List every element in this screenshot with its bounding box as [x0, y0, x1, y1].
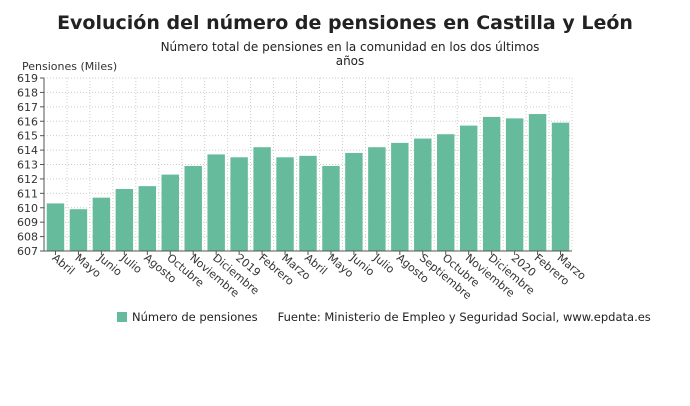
legend-label: Número de pensiones	[132, 310, 258, 324]
legend-swatch	[117, 312, 127, 322]
bar	[115, 189, 134, 251]
bar	[368, 147, 386, 251]
y-axis-label: Pensiones (Miles)	[22, 60, 118, 73]
bar	[299, 155, 317, 251]
bar	[505, 118, 524, 251]
y-tick-label: 613	[17, 159, 38, 172]
y-tick-label: 615	[17, 130, 38, 143]
chart-title: Evolución del número de pensiones en Cas…	[57, 12, 633, 34]
legend: Número de pensiones Fuente: Ministerio d…	[117, 310, 651, 324]
bar	[551, 122, 570, 251]
bar	[253, 147, 271, 251]
bar	[207, 154, 225, 251]
x-tick-label: Abril	[50, 251, 78, 277]
y-tick-label: 609	[17, 216, 38, 229]
bar	[161, 174, 179, 251]
x-tick-label: Julio	[370, 251, 397, 277]
chart-subtitle: Número total de pensiones en la comunida…	[160, 40, 540, 68]
bar	[414, 138, 432, 251]
bar	[482, 116, 501, 251]
bar	[138, 186, 157, 251]
bar	[322, 165, 340, 251]
y-tick-label: 618	[17, 86, 38, 99]
bar	[345, 152, 363, 251]
y-tick-label: 617	[17, 101, 38, 114]
y-tick-label: 619	[17, 72, 38, 85]
bar	[184, 165, 202, 251]
bar	[230, 157, 248, 251]
bar	[276, 157, 294, 251]
y-tick-label: 608	[17, 231, 38, 244]
y-tick-label: 611	[17, 187, 38, 200]
bar	[391, 142, 409, 251]
bar	[459, 125, 478, 251]
y-tick-label: 612	[17, 173, 38, 186]
y-tick-label: 614	[17, 144, 38, 157]
y-tick-label: 616	[17, 115, 38, 128]
bar	[437, 134, 455, 251]
bar	[92, 197, 111, 251]
bar	[69, 209, 88, 251]
y-tick-label: 607	[17, 245, 38, 258]
x-tick-label: Julio	[118, 251, 145, 277]
source-note: Fuente: Ministerio de Empleo y Seguridad…	[277, 310, 651, 324]
bar	[46, 203, 65, 251]
bar	[528, 114, 547, 252]
y-tick-label: 610	[17, 202, 38, 215]
